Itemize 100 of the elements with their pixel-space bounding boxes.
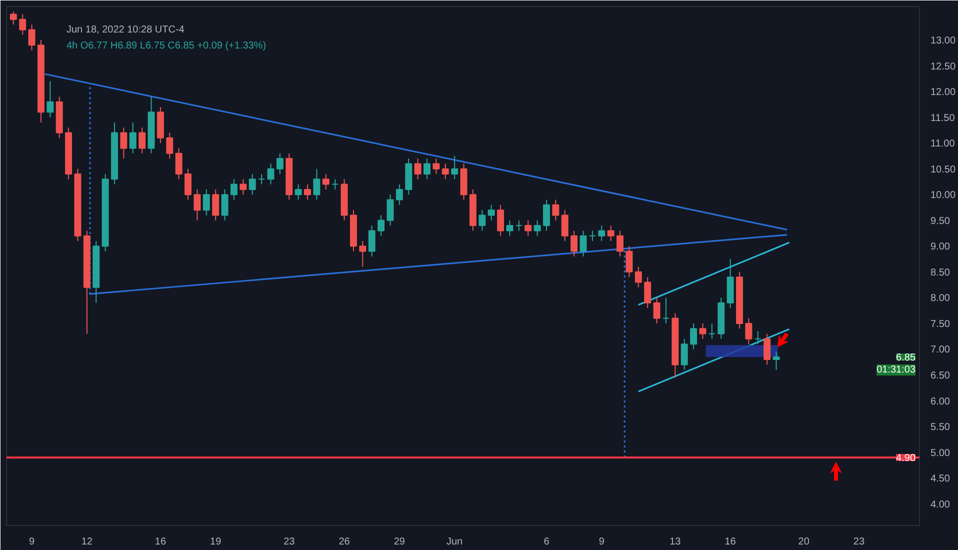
y-tick-label: 5.50 xyxy=(930,422,950,434)
candlestick xyxy=(524,220,532,236)
candlestick xyxy=(432,158,440,174)
x-tick-label: 9 xyxy=(598,536,605,548)
candlestick xyxy=(294,184,302,200)
candlestick xyxy=(276,152,284,174)
candlestick xyxy=(699,322,706,340)
y-tick-label: 10.00 xyxy=(930,190,956,202)
candlestick xyxy=(754,330,762,345)
candlestick xyxy=(506,220,514,236)
candlestick xyxy=(138,127,146,154)
y-tick-label: 7.00 xyxy=(930,344,950,356)
y-tick-label: 8.50 xyxy=(930,267,950,278)
y-tick-label: 6.00 xyxy=(930,396,950,408)
candlestick xyxy=(708,322,716,340)
candlestick xyxy=(745,318,752,345)
candlestick xyxy=(764,333,771,366)
x-tick-label: 16 xyxy=(154,536,166,548)
y-tick-label: 4.50 xyxy=(930,474,950,485)
candlestick xyxy=(497,204,504,236)
candlestick xyxy=(194,188,201,221)
candlestick xyxy=(240,178,247,196)
candlestick xyxy=(442,163,449,180)
candlestick xyxy=(414,158,422,180)
y-tick-label: 5.00 xyxy=(930,448,950,459)
candlestick xyxy=(19,14,26,36)
candlestick xyxy=(221,188,228,221)
x-tick-label: 23 xyxy=(284,536,296,548)
x-tick-label: 12 xyxy=(81,536,93,548)
y-tick-label: 13.00 xyxy=(930,36,956,46)
candlestick xyxy=(543,199,550,232)
candlestick xyxy=(570,230,578,257)
candlestick xyxy=(534,220,541,236)
x-tick-label: 20 xyxy=(798,536,810,548)
candlestick xyxy=(184,168,192,200)
y-tick-label: 9.00 xyxy=(930,242,950,253)
candlestick xyxy=(653,297,660,324)
candlestick xyxy=(515,220,522,232)
candlestick xyxy=(478,210,486,232)
candlestick xyxy=(230,178,238,200)
candlestick xyxy=(588,230,596,242)
annotation: 6.85 xyxy=(896,352,916,364)
y-tick-label: 10.50 xyxy=(930,164,956,176)
y-tick-label: 7.50 xyxy=(930,318,950,330)
candlestick xyxy=(561,210,568,242)
candlestick xyxy=(644,276,652,309)
candlestick xyxy=(386,194,394,226)
candlestick xyxy=(626,246,633,278)
candlestick xyxy=(166,132,174,160)
candlestick xyxy=(598,225,606,242)
y-tick-label: 6.50 xyxy=(930,370,950,382)
candlestick xyxy=(248,174,256,196)
y-tick-label: 12.00 xyxy=(930,87,956,98)
x-tick-label: 13 xyxy=(670,536,682,548)
candlestick xyxy=(634,266,642,288)
y-tick-label: 4.00 xyxy=(930,499,950,510)
annotation: 01:31:03 xyxy=(876,364,916,376)
candlestick xyxy=(120,127,128,160)
candlestick xyxy=(580,230,587,257)
candlestick xyxy=(28,24,36,51)
candlestick xyxy=(607,225,614,242)
x-tick-label: Jun xyxy=(446,536,463,548)
y-tick-label: 8.00 xyxy=(930,293,950,304)
x-tick-label: 9 xyxy=(28,536,35,548)
x-tick-label: 16 xyxy=(724,536,736,548)
candlestick xyxy=(46,80,54,118)
candlestick xyxy=(378,214,385,236)
x-tick-label: 29 xyxy=(394,536,406,548)
y-tick-label: 11.50 xyxy=(930,112,956,124)
candlestick xyxy=(212,188,220,221)
candlestick xyxy=(313,168,320,200)
y-tick-label: 11.00 xyxy=(930,138,956,150)
candlestick xyxy=(202,188,210,216)
y-tick-label: 9.50 xyxy=(930,216,950,227)
candlestick xyxy=(359,240,366,268)
x-tick-label: 26 xyxy=(338,536,350,548)
candlestick xyxy=(451,155,458,180)
candlestick xyxy=(772,351,780,370)
candlestick xyxy=(332,178,339,190)
candlestick xyxy=(129,122,136,154)
candlestick xyxy=(552,199,560,221)
annotation: 4h O6.77 H6.89 L6.75 C6.85 +0.09 (+1.33%) xyxy=(66,40,266,52)
candlestick xyxy=(680,338,688,370)
x-tick-label: 19 xyxy=(210,536,222,548)
candlestick xyxy=(690,322,698,350)
candlestick xyxy=(616,230,624,257)
candlestick xyxy=(175,148,182,180)
x-tick-label: 6 xyxy=(544,536,550,548)
annotation: Jun 18, 2022 10:28 UTC-4 xyxy=(66,24,185,36)
candlestick xyxy=(424,158,430,180)
y-tick-label: 12.50 xyxy=(930,61,956,72)
candlestick xyxy=(258,174,266,185)
candlestick xyxy=(322,174,330,190)
x-tick-label: 23 xyxy=(853,536,865,548)
candlestick xyxy=(662,297,670,324)
candlestick xyxy=(10,11,17,26)
candlestick xyxy=(267,163,274,185)
candlestick xyxy=(488,204,495,221)
candlestick xyxy=(396,184,403,206)
candlestick xyxy=(368,225,376,257)
